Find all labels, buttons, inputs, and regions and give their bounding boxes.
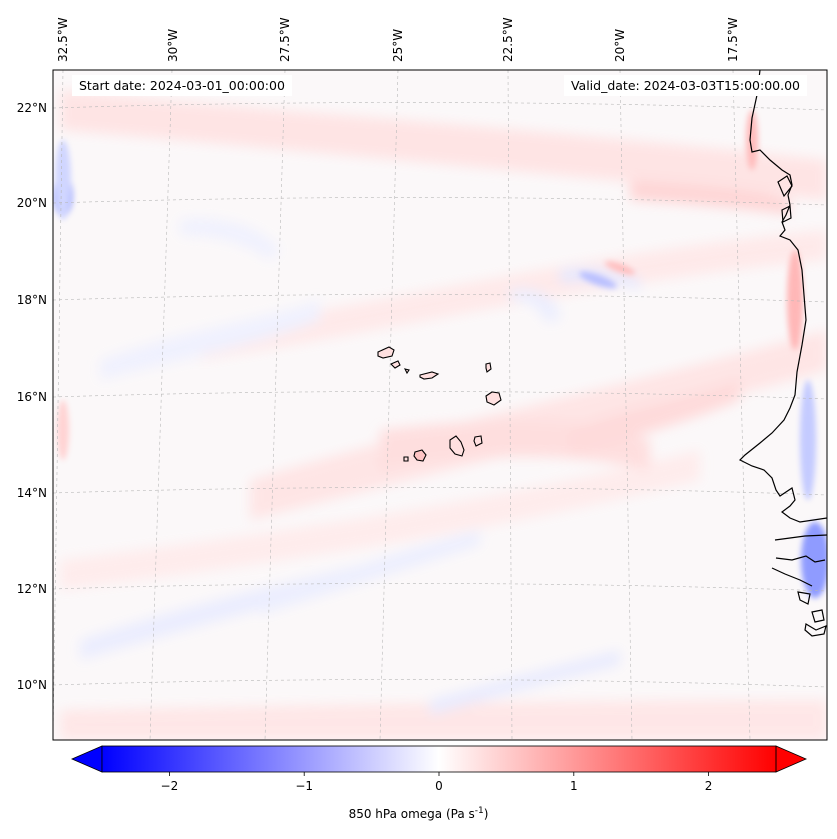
colorbar-field-name: 850 hPa omega: [348, 807, 443, 821]
graticule: [53, 70, 827, 740]
lon-tick-labels: 32.5°W 30°W 27.5°W 25°W 22.5°W 20°W 17.5…: [56, 17, 740, 62]
lon-tick-label: 17.5°W: [726, 17, 740, 62]
lat-tick-labels: 22°N 20°N 18°N 16°N 14°N 12°N 10°N: [17, 101, 47, 692]
island-maio: [473, 435, 483, 447]
colorbar-units: Pa s: [450, 807, 475, 821]
island-brava: [403, 456, 409, 462]
island-santiago: [449, 435, 465, 457]
colorbar-tick-label: 1: [570, 779, 578, 793]
island-sao-nicolau: [419, 371, 440, 380]
colorbar-ticks: −2 −1 0 1 2: [161, 772, 713, 793]
lat-tick-label: 18°N: [17, 293, 47, 307]
lat-tick-label: 22°N: [17, 101, 47, 115]
lon-tick-label: 30°W: [166, 29, 180, 62]
start-date-label: Start date: 2024-03-01_00:00:00: [72, 75, 292, 96]
lon-tick-label: 22.5°W: [501, 17, 515, 62]
lat-tick-label: 20°N: [17, 196, 47, 210]
lon-tick-label: 27.5°W: [278, 17, 292, 62]
island-fogo: [413, 449, 427, 462]
valid-date-label: Valid_date: 2024-03-03T15:00:00.00: [563, 75, 807, 96]
map-frame: [52, 69, 828, 741]
lon-tick-label: 20°W: [613, 29, 627, 62]
lat-tick-label: 16°N: [17, 390, 47, 404]
lat-tick-label: 14°N: [17, 486, 47, 500]
colorbar-extend-high: [775, 745, 808, 773]
island-santo-antao: [377, 346, 395, 359]
island-santa-luzia: [403, 368, 410, 375]
lon-tick-label: 25°W: [391, 29, 405, 62]
colorbar-label: 850 hPa omega (Pa s-1): [348, 806, 489, 821]
colorbar-units-exponent: -1: [474, 806, 484, 816]
colorbar-tick-label: 2: [705, 779, 713, 793]
island-boa-vista: [485, 391, 502, 406]
lon-tick-label: 32.5°W: [56, 17, 70, 62]
colorbar-tick-label: −2: [161, 779, 179, 793]
cape-verde-islands: [377, 346, 502, 462]
colorbar-tick-label: −1: [295, 779, 313, 793]
colorbar-extend-low: [70, 745, 103, 773]
west-africa-coastline: [738, 70, 827, 637]
island-sao-vicente: [390, 360, 401, 369]
lat-tick-label: 10°N: [17, 678, 47, 692]
colorbar-body: [102, 746, 776, 772]
island-sal: [485, 362, 492, 373]
colorbar: −2 −1 0 1 2: [70, 745, 808, 793]
lat-tick-label: 12°N: [17, 582, 47, 596]
colorbar-tick-label: 0: [435, 779, 443, 793]
omega-field: [53, 70, 827, 740]
